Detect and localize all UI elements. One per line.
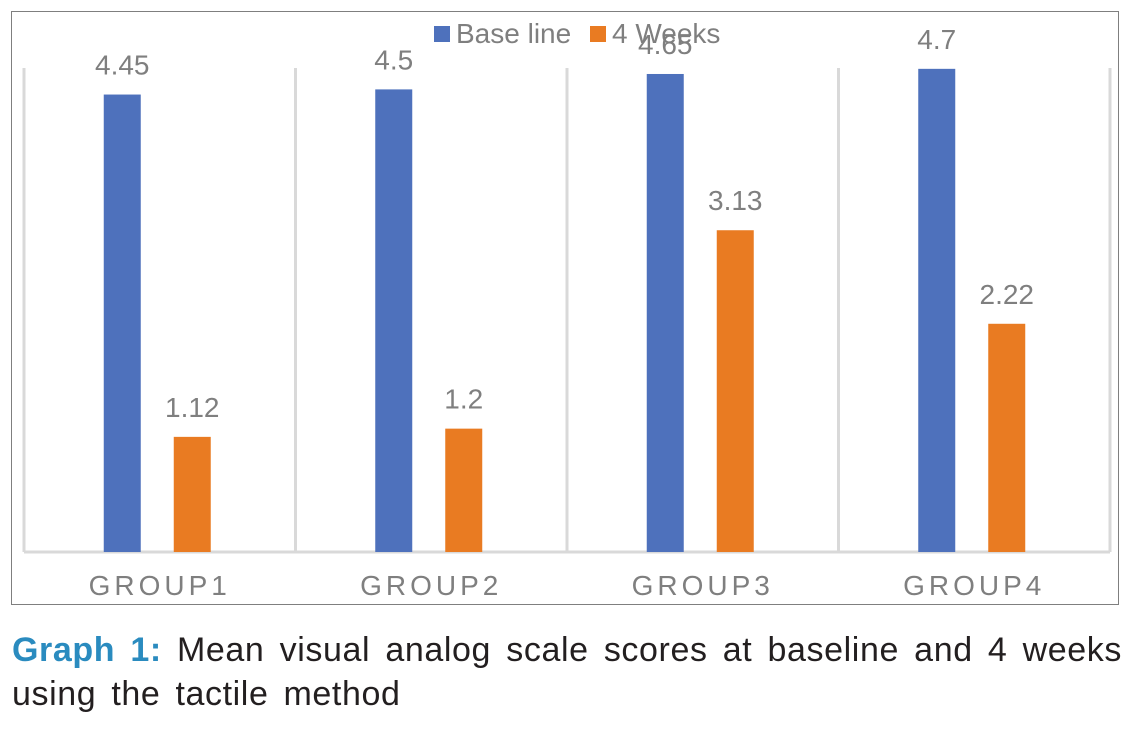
bar-four-weeks-group3	[716, 230, 754, 552]
bar-four-weeks-group2	[445, 428, 483, 552]
chart-legend: Base line 4 Weeks	[434, 18, 720, 49]
data-label: 4.5	[374, 44, 413, 75]
x-tick-label: GROUP1	[89, 570, 231, 601]
data-label: 3.13	[708, 185, 763, 216]
x-tick-label: GROUP3	[632, 570, 774, 601]
legend-swatch	[434, 26, 450, 42]
caption-label: Graph 1:	[12, 631, 162, 669]
bar-baseline-group4	[918, 68, 956, 552]
data-label: 4.7	[917, 24, 956, 55]
chart-frame: Base line 4 Weeks 4.45 4.5 4.65 4.7 1.12 1.2 3.…	[11, 11, 1119, 605]
legend-label: 4 Weeks	[612, 18, 720, 49]
legend-swatch	[590, 26, 606, 42]
bar-chart: Base line 4 Weeks 4.45 4.5 4.65 4.7 1.12 1.2 3.…	[22, 18, 1112, 601]
chart-bars	[103, 68, 1026, 553]
data-label: 4.45	[95, 50, 150, 81]
figure-caption: Graph 1: Mean visual analog scale scores…	[12, 628, 1122, 716]
data-label: 2.22	[980, 279, 1035, 310]
bar-four-weeks-group1	[173, 436, 211, 552]
chart-data-labels: 4.45 4.5 4.65 4.7 1.12 1.2 3.13 2.22	[95, 24, 1034, 423]
data-label: 1.12	[165, 392, 220, 423]
x-tick-label: GROUP2	[360, 570, 502, 601]
bar-baseline-group3	[646, 73, 684, 553]
x-tick-label: GROUP4	[903, 570, 1045, 601]
legend-label: Base line	[456, 18, 571, 49]
bar-four-weeks-group4	[988, 323, 1026, 552]
data-label: 4.65	[638, 29, 693, 60]
data-label: 1.2	[444, 384, 483, 415]
bar-baseline-group1	[103, 94, 141, 552]
x-axis-tick-labels: GROUP1 GROUP2 GROUP3 GROUP4	[89, 570, 1045, 601]
caption-text: Mean visual analog scale scores at basel…	[12, 631, 1122, 713]
chart-grid	[22, 68, 1112, 554]
bar-baseline-group2	[375, 89, 413, 553]
